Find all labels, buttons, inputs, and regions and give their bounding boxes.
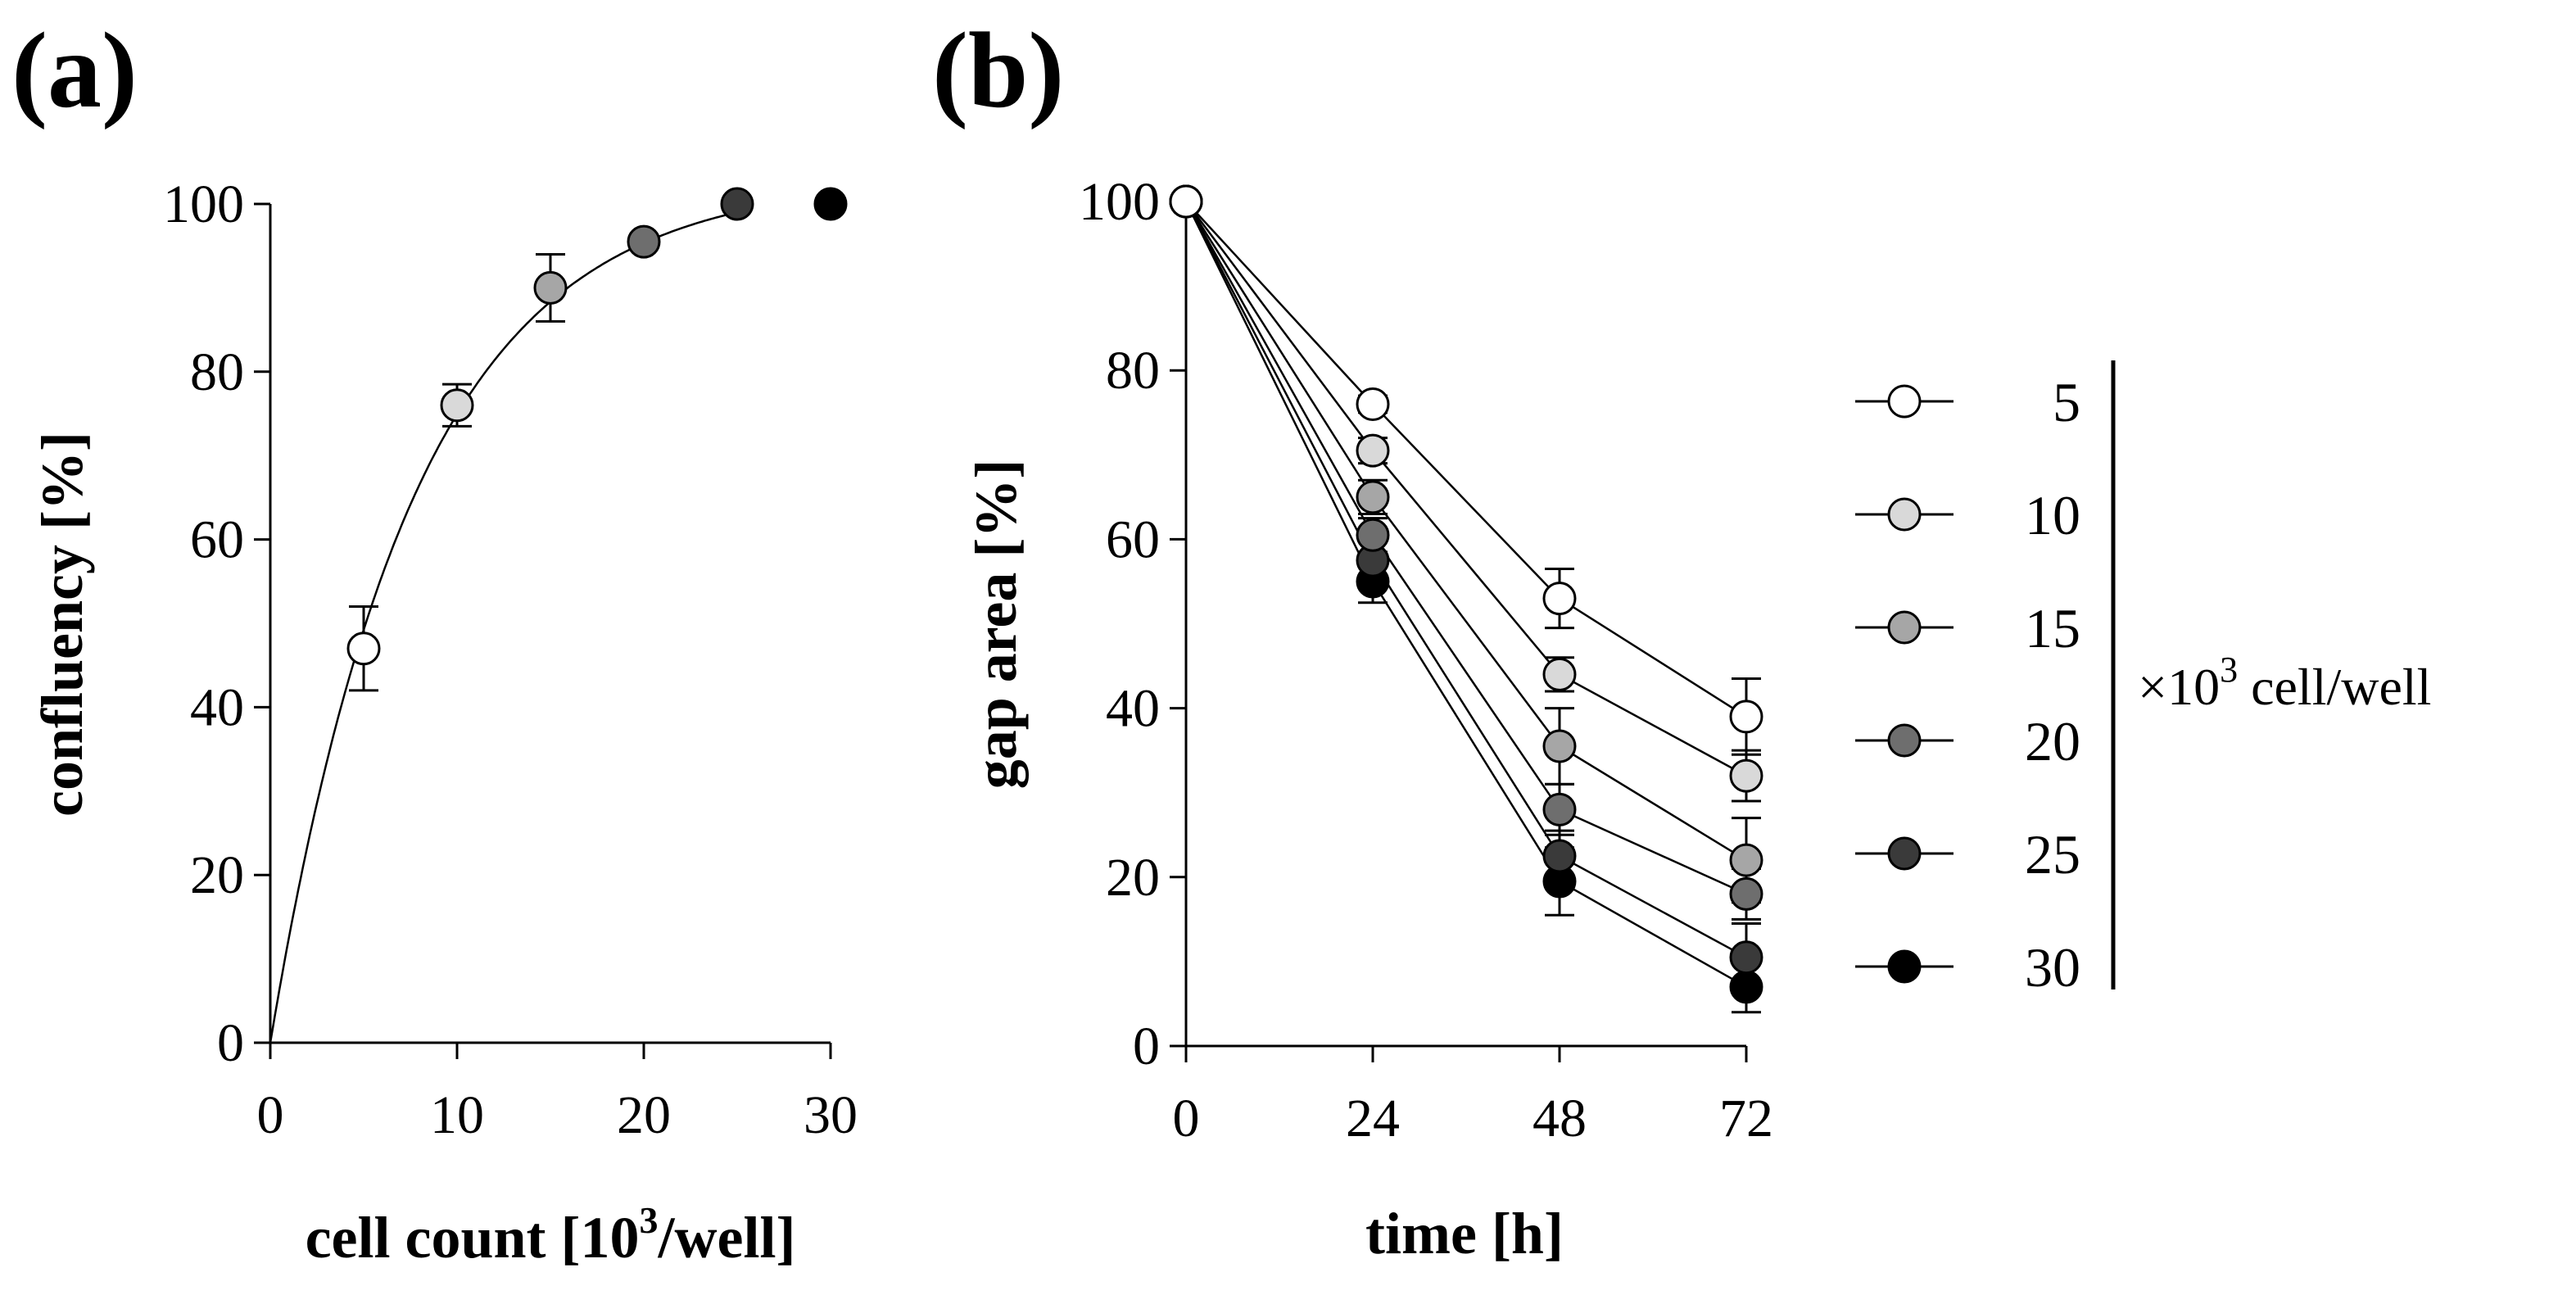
panel-b-data-point-20 xyxy=(1542,792,1577,826)
legend-unit-prefix: ×10 xyxy=(2138,658,2220,716)
legend-marker xyxy=(1887,949,1922,984)
legend-label: 10 xyxy=(2025,484,2080,546)
panel-b-data-point-10 xyxy=(1542,657,1577,691)
panel-a-data-point xyxy=(440,388,474,423)
panel-b-series-line-15 xyxy=(1184,201,1747,862)
legend-item-30: 30 xyxy=(1855,936,2080,998)
panel-a-data-point xyxy=(346,632,381,666)
legend-item-15: 15 xyxy=(1855,597,2080,659)
panel-a-y-tick-label: 40 xyxy=(190,677,244,737)
panel-a-plot xyxy=(269,187,848,1044)
panel-a-y-tick-label: 60 xyxy=(190,510,244,570)
panel-b-plot xyxy=(1169,184,1763,1014)
panel-a-y-tick-label: 0 xyxy=(217,1013,244,1073)
panel-a-data-point xyxy=(627,224,661,259)
panel-b-x-tick-label: 24 xyxy=(1346,1089,1400,1148)
panel-a-label: (a) xyxy=(11,10,138,130)
panel-b-series-line-5 xyxy=(1185,201,1747,718)
panel-a-axes: 0 20 40 60 80 100 0 10 20 30 xyxy=(163,174,858,1145)
panel-b-data-point-15 xyxy=(1356,480,1390,514)
legend: 5 10 15 20 25 30 ×103 cell/well xyxy=(1855,360,2431,998)
panel-b-data-point-15 xyxy=(1542,729,1577,763)
panel-b-data-point-10 xyxy=(1729,758,1763,793)
panel-b-data-point-10 xyxy=(1356,433,1390,468)
panel-a-data-point xyxy=(720,187,754,221)
panel-a-data-point xyxy=(533,270,568,305)
panel-a: (a) 0 20 40 60 80 100 0 10 20 30 cell count [103/… xyxy=(11,10,858,1270)
legend-marker xyxy=(1887,497,1922,532)
panel-b-x-axis-title: time [h] xyxy=(1365,1201,1564,1266)
panel-a-x-tick-label: 20 xyxy=(617,1085,671,1145)
legend-marker xyxy=(1887,610,1922,645)
panel-b-x-tick-label: 72 xyxy=(1719,1089,1773,1148)
panel-b-data-point-25 xyxy=(1542,839,1577,873)
legend-item-25: 25 xyxy=(1855,823,2080,885)
panel-b-data-point-5 xyxy=(1729,700,1763,734)
panel-b-data-point-20 xyxy=(1729,876,1763,911)
panel-b-data-point-30 xyxy=(1729,970,1763,1004)
panel-b-data-point-25 xyxy=(1729,940,1763,975)
legend-marker xyxy=(1887,723,1922,758)
panel-a-x-axis-title: cell count [103/well] xyxy=(306,1199,796,1270)
panel-a-x-axis-title-tail: /well] xyxy=(657,1205,795,1270)
panel-b-x-tick-label: 48 xyxy=(1532,1089,1587,1148)
panel-a-y-tick-label: 100 xyxy=(163,174,244,234)
legend-unit-sup: 3 xyxy=(2220,650,2238,690)
panel-a-x-tick-label: 10 xyxy=(430,1085,484,1145)
panel-b: (b) 0 20 40 60 80 100 0 24 48 72 time [h] gap are… xyxy=(932,10,1773,1266)
legend-items: 5 10 15 20 25 30 xyxy=(1855,371,2080,998)
panel-b-data-point-5 xyxy=(1169,184,1203,219)
legend-item-5: 5 xyxy=(1855,371,2080,433)
panel-b-y-axis-title: gap area [%] xyxy=(963,460,1029,790)
legend-marker xyxy=(1887,384,1922,419)
panel-b-y-tick-label: 60 xyxy=(1106,509,1160,569)
panel-b-data-point-15 xyxy=(1729,843,1763,877)
legend-label: 5 xyxy=(2053,371,2080,433)
panel-b-axes: 0 20 40 60 80 100 0 24 48 72 xyxy=(1079,172,1773,1148)
legend-label: 25 xyxy=(2025,823,2080,885)
panel-b-label: (b) xyxy=(932,10,1064,130)
legend-unit: ×103 cell/well xyxy=(2138,650,2431,716)
panel-b-y-tick-label: 40 xyxy=(1106,679,1160,739)
panel-b-data-point-5 xyxy=(1356,387,1390,421)
panel-b-y-tick-label: 0 xyxy=(1133,1017,1160,1076)
panel-b-x-tick-label: 0 xyxy=(1173,1089,1200,1148)
legend-label: 30 xyxy=(2025,936,2080,998)
panel-b-data-point-20 xyxy=(1356,518,1390,552)
panel-a-data-point xyxy=(813,187,848,221)
legend-label: 20 xyxy=(2025,710,2080,772)
legend-label: 15 xyxy=(2025,597,2080,659)
panel-a-x-tick-label: 0 xyxy=(257,1085,284,1145)
panel-a-y-tick-label: 20 xyxy=(190,845,244,905)
panel-b-series-line-25 xyxy=(1184,201,1747,958)
legend-marker xyxy=(1887,836,1922,871)
panel-b-series-line-10 xyxy=(1184,201,1747,777)
panel-a-x-axis-title-sup: 3 xyxy=(639,1199,658,1241)
panel-b-y-tick-label: 80 xyxy=(1106,341,1160,401)
panel-a-y-tick-label: 80 xyxy=(190,342,244,402)
panel-b-y-tick-label: 20 xyxy=(1106,848,1160,908)
legend-unit-suffix: cell/well xyxy=(2238,658,2431,716)
legend-item-10: 10 xyxy=(1855,484,2080,546)
panel-a-fit-curve xyxy=(269,211,738,1044)
panel-a-x-tick-label: 30 xyxy=(804,1085,858,1145)
panel-a-x-axis-title-main: cell count [10 xyxy=(306,1205,640,1270)
panel-b-series-line-20 xyxy=(1184,201,1747,895)
panel-b-series-line-30 xyxy=(1184,201,1747,988)
panel-b-data-point-5 xyxy=(1542,582,1577,616)
legend-item-20: 20 xyxy=(1855,710,2080,772)
panel-b-y-tick-label: 100 xyxy=(1079,172,1160,232)
panel-a-y-axis-title: confluency [%] xyxy=(29,432,95,817)
